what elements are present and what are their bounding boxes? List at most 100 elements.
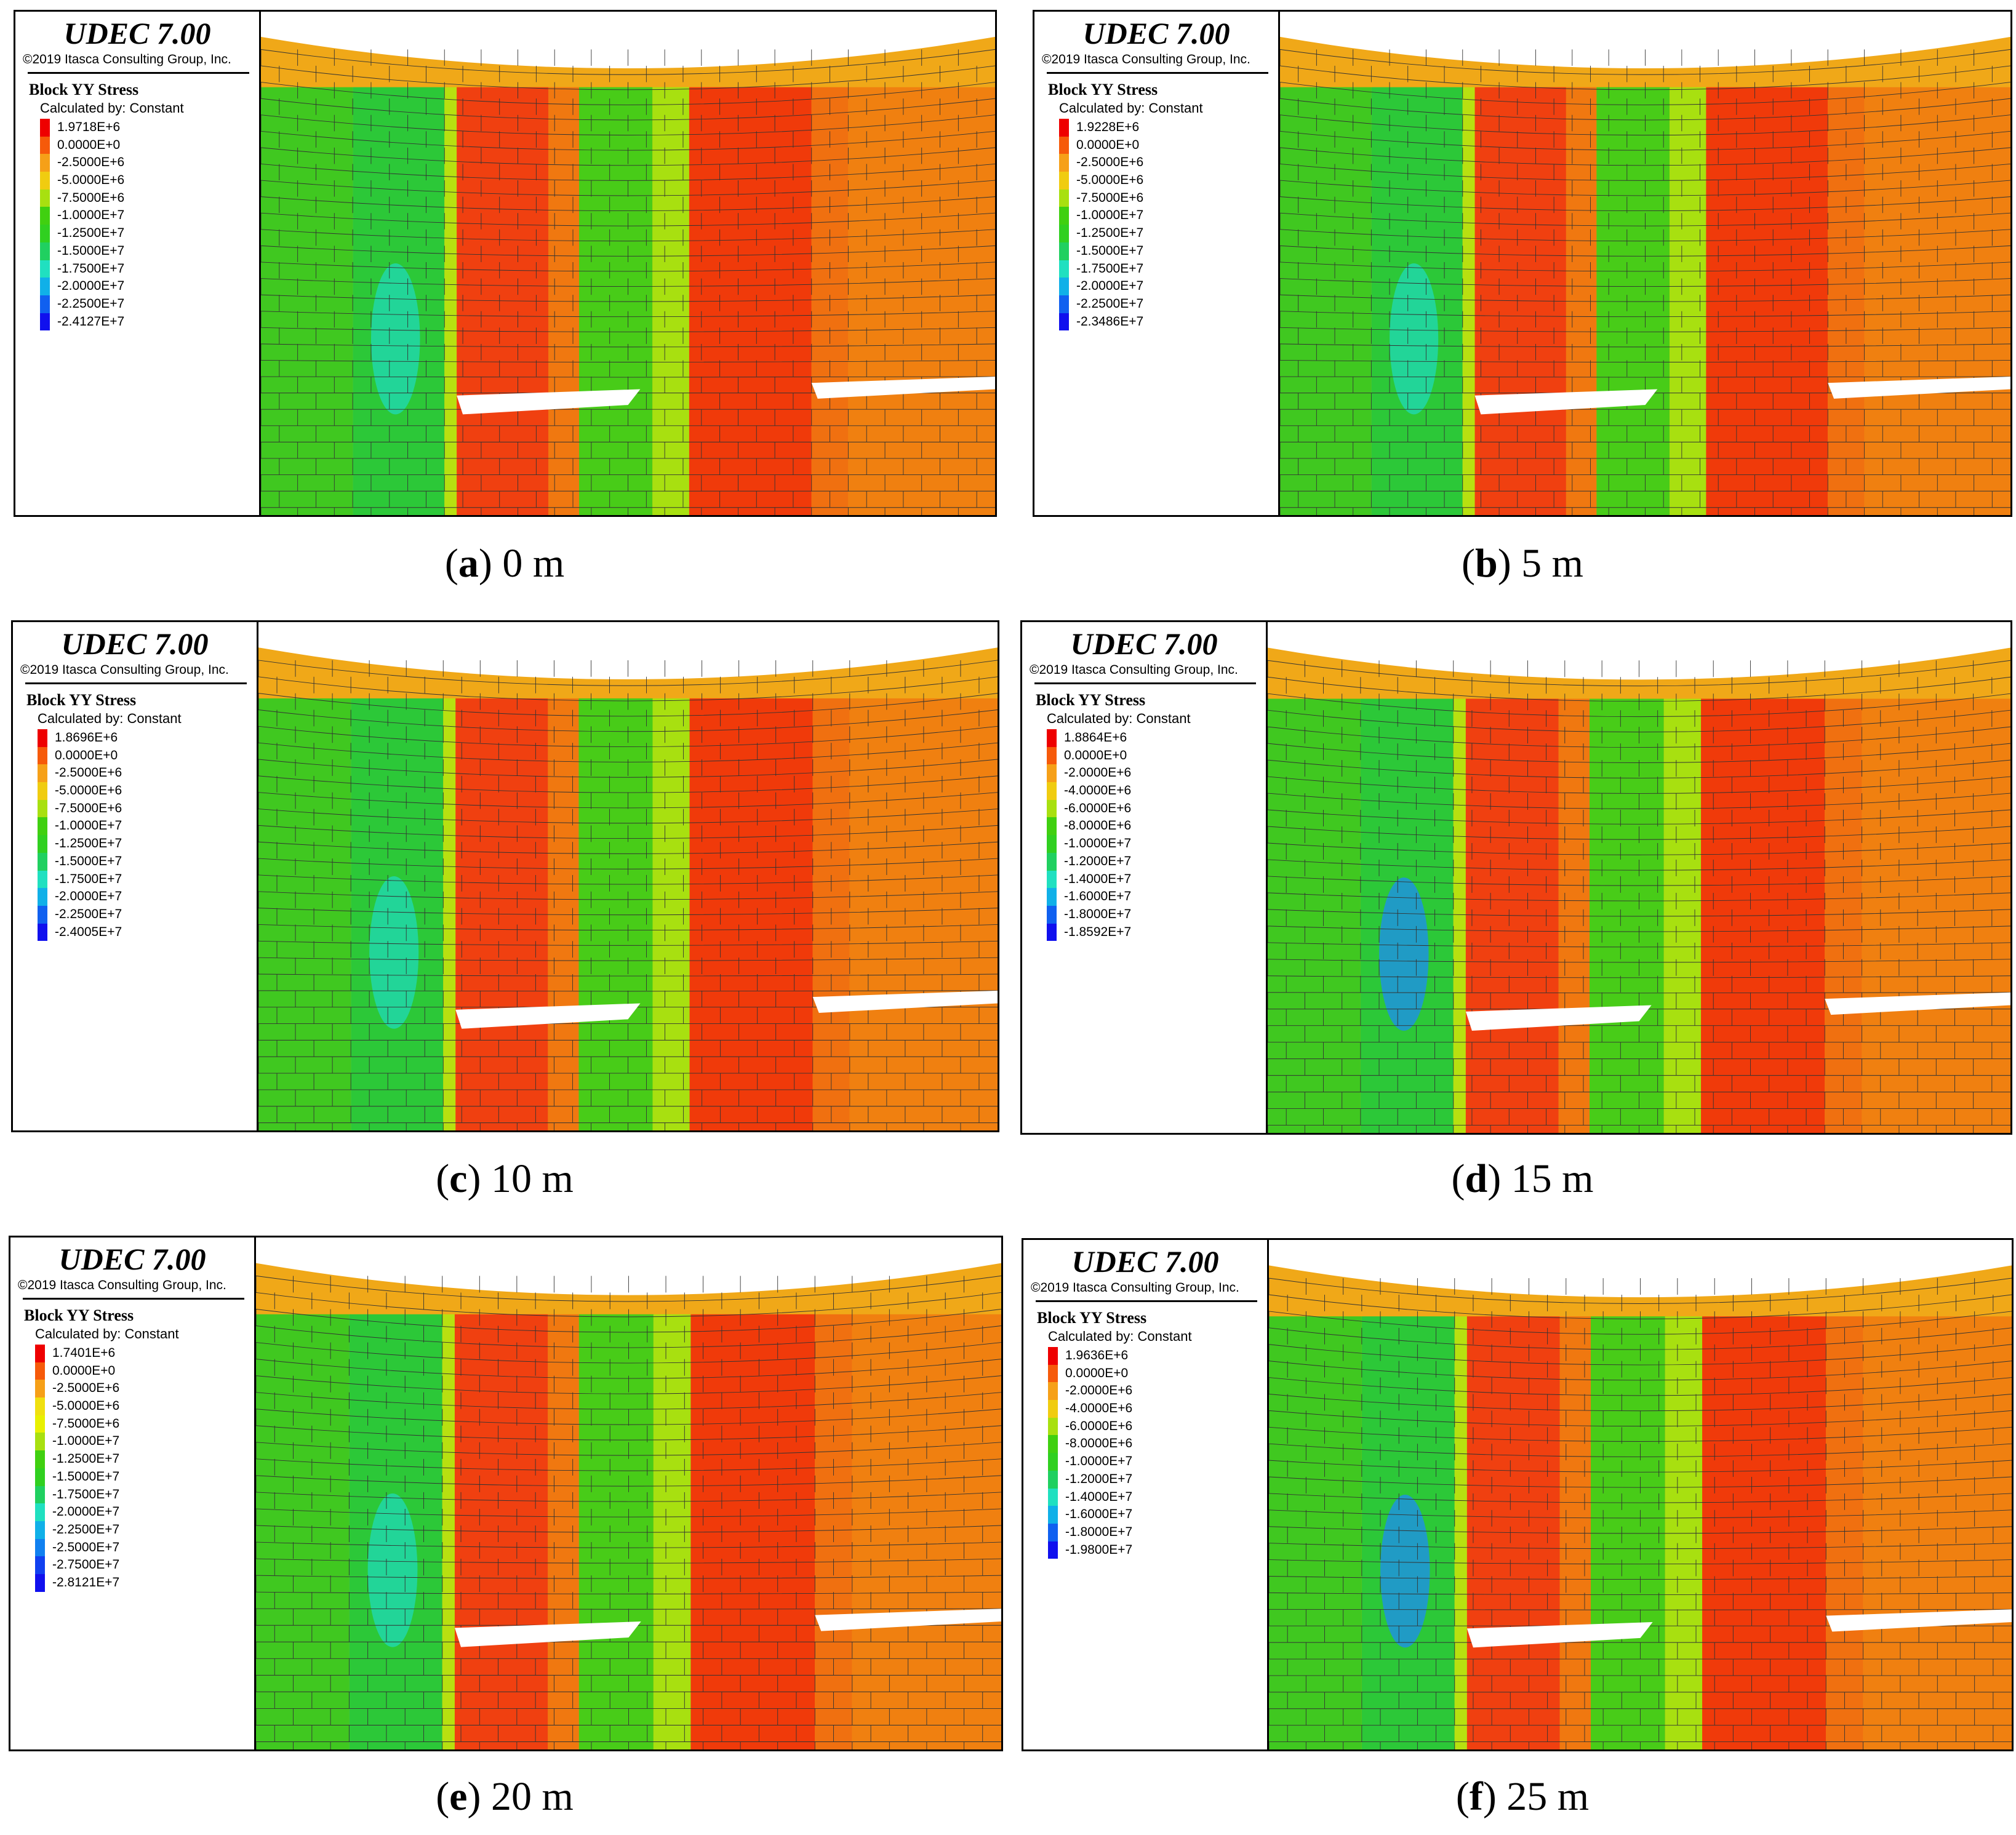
copyright: ©2019 Itasca Consulting Group, Inc. [18,1278,226,1292]
legend-value: -1.9800E+7 [1065,1542,1133,1557]
legend-subtitle: Calculated by: Constant [1048,1329,1192,1344]
stress-zone [1453,698,1466,1133]
low-stress-zone [367,1493,418,1647]
legend-swatch [1059,172,1069,190]
legend-value: -4.0000E+6 [1065,1401,1133,1416]
model-svg [261,12,995,515]
legend-value: 1.8696E+6 [55,730,118,745]
legend-value: -8.0000E+6 [1064,818,1132,833]
model-svg [1268,622,2010,1133]
legend-value: -6.0000E+6 [1064,801,1132,815]
legend-colorbar [40,119,50,331]
legend-value: -1.7500E+7 [52,1487,120,1501]
stress-zone [1454,1316,1467,1749]
legend-value: -5.0000E+6 [1076,173,1144,188]
legend-swatch [35,1380,45,1398]
legend-swatch [1047,782,1057,800]
legend: UDEC 7.00 ©2019 Itasca Consulting Group, … [13,622,258,1130]
legend-labels: 1.8696E+6 0.0000E+0 -2.5000E+6 -5.0000E+6 -7… [55,729,122,941]
legend-swatch [40,136,50,154]
legend-swatch [40,119,50,137]
caption-e: (e) 20 m [436,1774,574,1819]
legend-swatch [35,1362,45,1380]
block-grid [261,49,995,515]
legend-swatch [35,1538,45,1557]
stress-zone [442,1314,455,1749]
legend-value: 1.9228E+6 [1076,120,1140,134]
software-title: UDEC 7.00 [1071,1244,1219,1279]
legend: UDEC 7.00 ©2019 Itasca Consulting Group, … [10,1237,256,1749]
stress-zone [652,698,690,1130]
stress-zone [578,698,653,1130]
panel-d: UDEC 7.00 ©2019 Itasca Consulting Group, … [1020,620,2012,1135]
legend-value: 1.9718E+6 [57,120,121,134]
legend-value: -2.0000E+7 [57,279,125,294]
stress-contour-model [1268,622,2010,1133]
legend-value: -1.2000E+7 [1065,1471,1133,1486]
legend-swatch [35,1433,45,1451]
legend-swatch [1059,119,1069,137]
divider [23,1298,244,1300]
legend-value: 1.8864E+6 [1064,730,1127,745]
legend-swatch [1048,1488,1058,1506]
legend-swatch [40,278,50,295]
legend-swatch [1048,1364,1058,1383]
legend-value: -2.0000E+7 [55,889,122,904]
copyright: ©2019 Itasca Consulting Group, Inc. [1031,1281,1239,1295]
panel-f: UDEC 7.00 ©2019 Itasca Consulting Group, … [1022,1238,2014,1751]
legend-swatch [1048,1435,1058,1453]
stress-contour-model [1280,12,2010,515]
legend-swatch [1048,1470,1058,1489]
legend-swatch [1048,1417,1058,1436]
stress-zone [1670,87,1706,515]
stress-zone [1268,698,1361,1133]
legend-labels: 1.7401E+6 0.0000E+0 -2.5000E+6 -5.0000E+6 -7… [52,1345,119,1592]
caption-a: (a) 0 m [444,541,565,586]
legend-value: -2.5000E+6 [55,766,122,780]
legend-value: -1.2500E+7 [57,226,125,241]
goaf-void [457,389,641,415]
caption-c: (c) 10 m [436,1156,574,1201]
legend-value: 0.0000E+0 [52,1363,116,1378]
legend-swatch [1048,1453,1058,1471]
legend-value: -1.7500E+7 [55,871,122,886]
stress-contour-model [261,12,995,515]
legend-swatch [1048,1382,1058,1401]
caption-letter: a [458,541,479,586]
legend-swatch [38,835,47,853]
legend-value: -7.5000E+6 [57,190,125,205]
legend-value: -2.2500E+7 [1076,296,1144,311]
legend-swatch [1047,835,1057,853]
caption-letter: c [449,1156,468,1201]
low-stress-zone [1390,263,1439,415]
legend-title: Block YY Stress [29,81,139,98]
legend-colorbar [1059,119,1069,331]
legend-swatch [40,295,50,313]
stress-zone [443,698,456,1130]
legend-swatch [38,782,47,800]
legend-swatch [38,764,47,783]
stress-zone [1590,698,1664,1133]
legend-value: -1.8000E+7 [1065,1524,1133,1539]
panel-a: UDEC 7.00 ©2019 Itasca Consulting Group, … [14,10,997,517]
legend-value: -1.7500E+7 [57,261,125,276]
divider [25,682,247,684]
legend-value: -2.5000E+6 [52,1381,120,1396]
copyright: ©2019 Itasca Consulting Group, Inc. [20,663,229,677]
legend-swatch [40,154,50,172]
legend-swatch [38,746,47,765]
goaf-void [1825,992,2010,1015]
legend-swatch [1059,136,1069,154]
legend: UDEC 7.00 ©2019 Itasca Consulting Group, … [1022,622,1268,1133]
stress-zone [1591,1316,1665,1749]
panel-c: UDEC 7.00 ©2019 Itasca Consulting Group, … [11,620,999,1132]
legend-swatch [1059,242,1069,260]
legend-swatch [40,260,50,278]
legend-value: -2.0000E+6 [1065,1383,1133,1398]
caption-text: 0 m [492,541,565,586]
legend-value: -2.5000E+6 [1076,155,1144,170]
legend-colorbar [1047,729,1057,941]
legend-labels: 1.9636E+6 0.0000E+0 -2.0000E+6 -4.0000E+6 -6… [1065,1347,1132,1559]
model-svg [1269,1240,2012,1749]
legend-value: -1.8000E+7 [1064,906,1132,921]
